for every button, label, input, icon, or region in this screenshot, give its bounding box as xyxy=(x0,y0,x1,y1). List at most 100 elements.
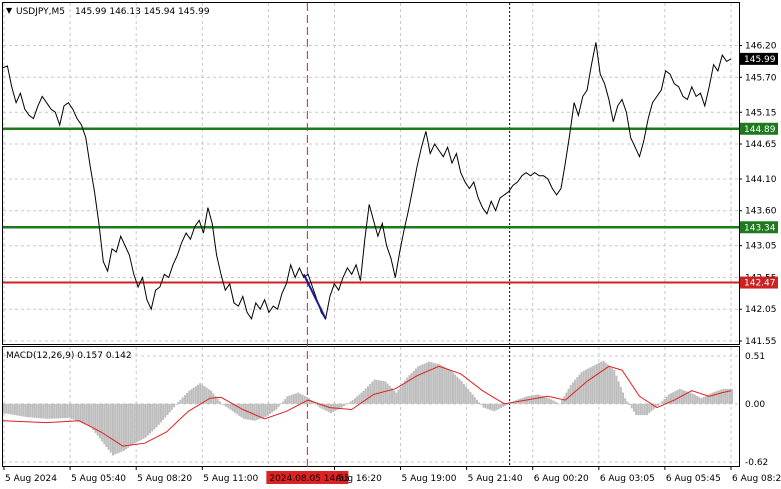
down-move-segment xyxy=(302,273,327,320)
macd-bar xyxy=(149,403,152,434)
time-tick-label: 5 Aug 19:00 xyxy=(402,474,457,484)
macd-bar xyxy=(691,393,694,404)
macd-bar xyxy=(591,366,594,404)
macd-bar xyxy=(37,403,40,419)
macd-bar xyxy=(79,403,82,423)
macd-bar xyxy=(85,403,88,426)
macd-bar xyxy=(281,401,284,404)
macd-bar xyxy=(369,383,372,404)
macd-bar xyxy=(613,370,616,404)
macd-bar xyxy=(567,388,570,404)
macd-bar xyxy=(144,403,147,438)
level-tag-label: 144.89 xyxy=(744,125,776,135)
macd-bar xyxy=(534,394,537,404)
macd-bar xyxy=(580,371,583,404)
time-tick-label: 6 Aug 08:25 xyxy=(732,474,781,484)
macd-bar xyxy=(358,394,361,404)
macd-bar xyxy=(595,364,598,404)
macd-bar xyxy=(353,398,356,404)
macd-bar xyxy=(40,403,43,419)
collapse-icon[interactable]: ▼ xyxy=(6,6,13,15)
macd-bar xyxy=(279,403,282,405)
macd-bar xyxy=(166,403,169,416)
macd-bar xyxy=(506,403,509,405)
vertical-markers xyxy=(306,3,511,470)
macd-bar xyxy=(449,370,452,404)
macd-tick-label: 0.00 xyxy=(745,400,765,410)
macd-bar xyxy=(22,403,25,417)
price-panel-frame xyxy=(2,2,740,345)
macd-bar xyxy=(543,396,546,404)
macd-bar xyxy=(438,364,441,404)
macd-bar xyxy=(142,403,145,439)
macd-bar xyxy=(532,395,535,404)
macd-bar xyxy=(707,394,710,404)
macd-bar xyxy=(645,403,648,416)
macd-bar xyxy=(183,395,186,404)
macd-bar xyxy=(401,383,404,404)
macd-bar xyxy=(236,403,239,415)
macd-bar xyxy=(231,403,234,412)
macd-bar xyxy=(277,403,280,407)
macd-bar xyxy=(114,403,117,455)
macd-bar xyxy=(547,398,550,404)
macd-bar xyxy=(109,403,112,453)
highlight-time-tag xyxy=(266,471,349,484)
macd-bar xyxy=(589,367,592,404)
macd-bar xyxy=(423,363,426,404)
macd-bar xyxy=(584,369,587,404)
macd-bar xyxy=(406,377,409,404)
macd-bar xyxy=(351,400,354,404)
macd-bar xyxy=(20,403,23,417)
level-tag-label: 142.47 xyxy=(744,279,776,289)
macd-bar xyxy=(299,393,302,404)
price-tick-label: 143.05 xyxy=(745,242,777,252)
macd-bar xyxy=(125,403,128,450)
macd-bar xyxy=(388,385,391,404)
macd-bar xyxy=(617,381,620,404)
macd-bar xyxy=(373,379,376,404)
macd-bar xyxy=(414,368,417,404)
macd-bar xyxy=(9,403,12,415)
macd-bar xyxy=(33,403,36,418)
macd-bar xyxy=(639,403,642,416)
macd-bar xyxy=(728,388,731,404)
macd-bar xyxy=(430,362,433,404)
macd-bar xyxy=(105,403,108,447)
macd-bar xyxy=(530,395,533,404)
macd-bar xyxy=(704,395,707,404)
macd-bar xyxy=(393,390,396,404)
macd-bar xyxy=(624,398,627,404)
macd-bar xyxy=(432,362,435,404)
macd-bar xyxy=(473,397,476,404)
macd-bar xyxy=(661,401,664,404)
price-tick-label: 146.20 xyxy=(745,42,777,52)
macd-bar xyxy=(66,403,69,419)
macd-bar xyxy=(133,403,136,444)
macd-bar xyxy=(410,373,413,404)
macd-bar xyxy=(103,403,106,445)
time-tick-label: 5 Aug 05:40 xyxy=(71,474,126,484)
level-tag-144.89 xyxy=(740,122,778,135)
macd-bar xyxy=(214,395,217,404)
macd-bar xyxy=(717,390,720,404)
macd-bar xyxy=(327,403,330,413)
macd-bar xyxy=(545,397,548,404)
macd-axis: 0.51 0.00 -0.62 xyxy=(745,352,768,468)
macd-bar xyxy=(77,403,80,422)
macd-bar xyxy=(316,403,319,406)
current-price-tag xyxy=(740,52,778,65)
macd-bar xyxy=(336,403,339,410)
macd-bar xyxy=(556,402,559,404)
macd-bar xyxy=(445,367,448,404)
macd-bar xyxy=(72,403,75,420)
macd-bar xyxy=(726,388,729,404)
macd-bar xyxy=(404,380,407,404)
macd-bar xyxy=(234,403,237,413)
macd-bar xyxy=(260,403,263,419)
macd-bar xyxy=(460,381,463,404)
macd-bar xyxy=(255,403,258,420)
macd-bar xyxy=(434,363,437,404)
macd-bar xyxy=(537,394,540,404)
